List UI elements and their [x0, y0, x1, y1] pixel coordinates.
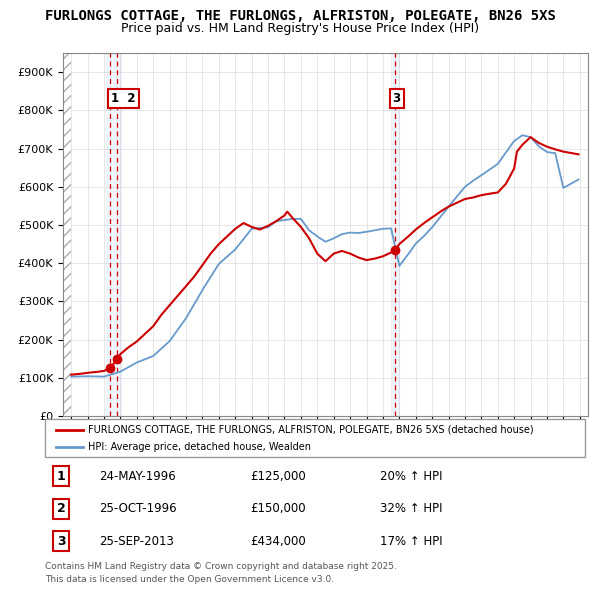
Text: Contains HM Land Registry data © Crown copyright and database right 2025.: Contains HM Land Registry data © Crown c…: [45, 562, 397, 571]
Bar: [391, 53, 399, 416]
Text: £150,000: £150,000: [250, 502, 306, 516]
Text: 17% ↑ HPI: 17% ↑ HPI: [380, 535, 442, 548]
Bar: [106, 53, 121, 416]
Bar: [63, 53, 71, 416]
Text: Price paid vs. HM Land Registry's House Price Index (HPI): Price paid vs. HM Land Registry's House …: [121, 22, 479, 35]
Text: 25-SEP-2013: 25-SEP-2013: [99, 535, 174, 548]
Text: FURLONGS COTTAGE, THE FURLONGS, ALFRISTON, POLEGATE, BN26 5XS: FURLONGS COTTAGE, THE FURLONGS, ALFRISTO…: [44, 9, 556, 23]
Text: 1  2: 1 2: [111, 93, 136, 106]
Text: 20% ↑ HPI: 20% ↑ HPI: [380, 470, 442, 483]
Text: 1: 1: [57, 470, 65, 483]
Text: 24-MAY-1996: 24-MAY-1996: [99, 470, 176, 483]
Text: HPI: Average price, detached house, Wealden: HPI: Average price, detached house, Weal…: [88, 441, 311, 451]
FancyBboxPatch shape: [45, 419, 585, 457]
Text: This data is licensed under the Open Government Licence v3.0.: This data is licensed under the Open Gov…: [45, 575, 334, 584]
Text: £125,000: £125,000: [250, 470, 306, 483]
Text: 2: 2: [57, 502, 65, 516]
Text: 3: 3: [57, 535, 65, 548]
Text: 3: 3: [392, 93, 401, 106]
Text: 32% ↑ HPI: 32% ↑ HPI: [380, 502, 442, 516]
Text: FURLONGS COTTAGE, THE FURLONGS, ALFRISTON, POLEGATE, BN26 5XS (detached house): FURLONGS COTTAGE, THE FURLONGS, ALFRISTO…: [88, 425, 534, 435]
Text: 25-OCT-1996: 25-OCT-1996: [99, 502, 176, 516]
Text: £434,000: £434,000: [250, 535, 306, 548]
